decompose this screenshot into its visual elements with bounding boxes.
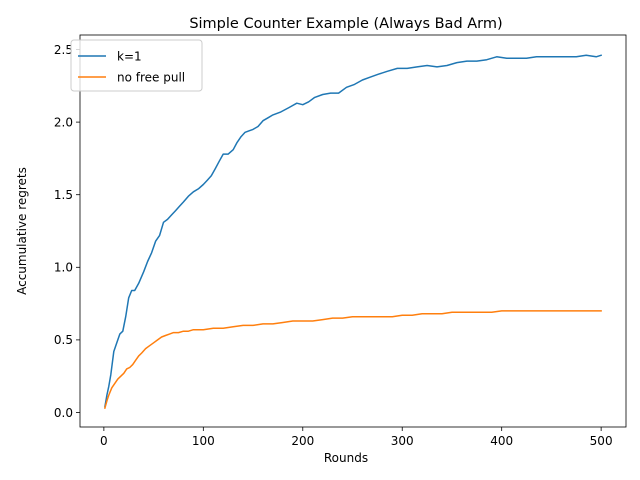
y-tick-label: 2.5: [54, 43, 73, 57]
y-tick-label: 0.0: [54, 406, 73, 420]
series-line-no-free-pull: [103, 310, 602, 410]
legend: k=1 no free pull: [70, 39, 203, 92]
chart-title: Simple Counter Example (Always Bad Arm): [189, 16, 502, 32]
plot-area: [80, 35, 626, 427]
x-tick-label: 200: [291, 434, 314, 448]
series-line-k1: [104, 54, 603, 408]
x-axis-label: Rounds: [324, 451, 368, 465]
y-tick-label: 0.5: [54, 333, 73, 347]
y-axis-label: Accumulative regrets: [15, 167, 29, 295]
y-tick-label: 2.0: [54, 115, 73, 129]
legend-label-k1: k=1: [117, 50, 142, 64]
x-axis: 0 100 200 300 400 500: [100, 427, 613, 448]
x-tick-label: 0: [100, 434, 108, 448]
legend-frame: [70, 39, 203, 92]
x-tick-label: 300: [391, 434, 414, 448]
series-lines: [103, 54, 603, 410]
x-tick-label: 100: [192, 434, 215, 448]
legend-label-no-free-pull: no free pull: [117, 71, 185, 85]
y-tick-label: 1.0: [54, 261, 73, 275]
x-tick-label: 400: [490, 434, 513, 448]
y-tick-label: 1.5: [54, 188, 73, 202]
y-axis: 0.0 0.5 1.0 1.5 2.0 2.5: [54, 43, 80, 420]
plot-frame: [79, 34, 627, 428]
x-tick-label: 500: [590, 434, 613, 448]
